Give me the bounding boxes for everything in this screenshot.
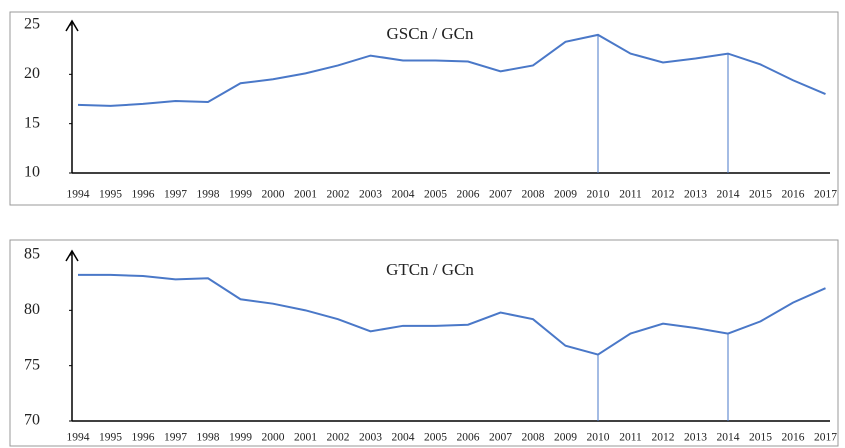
x-tick-label: 2007 bbox=[489, 432, 512, 444]
x-tick-label: 2006 bbox=[457, 189, 480, 201]
x-tick-label: 1999 bbox=[229, 189, 252, 201]
x-tick-label: 1995 bbox=[99, 189, 122, 201]
x-tick-label: 2012 bbox=[652, 432, 675, 444]
y-tick-label: 10 bbox=[24, 164, 40, 181]
x-tick-label: 2007 bbox=[489, 189, 512, 201]
x-tick-label: 2005 bbox=[424, 432, 447, 444]
chart-title: GSCn / GCn bbox=[387, 24, 474, 43]
x-tick-label: 1996 bbox=[132, 189, 155, 201]
x-tick-label: 2003 bbox=[359, 432, 382, 444]
x-tick-label: 2008 bbox=[522, 432, 545, 444]
y-tick-label: 25 bbox=[24, 16, 40, 33]
data-line bbox=[77, 33, 826, 107]
x-tick-label: 2011 bbox=[619, 432, 642, 444]
x-tick-label: 2017 bbox=[814, 432, 837, 444]
x-tick-label: 2010 bbox=[587, 432, 610, 444]
x-tick-label: 1994 bbox=[67, 189, 90, 201]
x-tick-label: 2008 bbox=[522, 189, 545, 201]
x-tick-label: 2000 bbox=[262, 189, 285, 201]
chart-frame bbox=[9, 11, 839, 206]
x-tick-label: 2009 bbox=[554, 432, 577, 444]
chart-frame bbox=[9, 239, 839, 447]
y-axis-arrow bbox=[65, 19, 79, 32]
x-tick-label: 2002 bbox=[327, 432, 350, 444]
x-tick-label: 2004 bbox=[392, 189, 415, 201]
x-tick-label: 2002 bbox=[327, 189, 350, 201]
x-tick-label: 2016 bbox=[782, 189, 805, 201]
x-tick-label: 1995 bbox=[99, 432, 122, 444]
x-tick-label: 2013 bbox=[684, 432, 707, 444]
y-tick-label: 85 bbox=[24, 246, 40, 263]
x-tick-label: 2016 bbox=[782, 432, 805, 444]
x-tick-label: 2000 bbox=[262, 432, 285, 444]
x-tick-label: 1999 bbox=[229, 432, 252, 444]
y-tick-label: 80 bbox=[24, 301, 40, 318]
x-tick-label: 2015 bbox=[749, 189, 772, 201]
x-tick-label: 2015 bbox=[749, 432, 772, 444]
x-tick-label: 1998 bbox=[197, 189, 220, 201]
x-tick-label: 2012 bbox=[652, 189, 675, 201]
y-tick-label: 70 bbox=[24, 412, 40, 429]
chart-title: GTCn / GCn bbox=[386, 260, 474, 279]
x-tick-label: 1997 bbox=[164, 432, 187, 444]
x-tick-label: 2001 bbox=[294, 432, 317, 444]
x-tick-label: 2011 bbox=[619, 189, 642, 201]
x-tick-label: 2010 bbox=[587, 189, 610, 201]
x-tick-label: 2005 bbox=[424, 189, 447, 201]
x-tick-label: 2004 bbox=[392, 432, 415, 444]
x-tick-label: 1997 bbox=[164, 189, 187, 201]
x-tick-label: 2001 bbox=[294, 189, 317, 201]
x-tick-label: 2013 bbox=[684, 189, 707, 201]
x-tick-label: 2014 bbox=[717, 432, 740, 444]
x-tick-label: 2006 bbox=[457, 432, 480, 444]
x-tick-label: 2003 bbox=[359, 189, 382, 201]
y-tick-label: 75 bbox=[24, 356, 40, 373]
x-tick-label: 1998 bbox=[197, 432, 220, 444]
x-tick-label: 2017 bbox=[814, 189, 837, 201]
x-tick-label: 1994 bbox=[67, 432, 90, 444]
x-tick-label: 2014 bbox=[717, 189, 740, 201]
y-tick-label: 15 bbox=[24, 114, 40, 131]
y-axis-arrow bbox=[65, 249, 79, 262]
x-tick-label: 1996 bbox=[132, 432, 155, 444]
y-tick-label: 20 bbox=[24, 65, 40, 82]
x-tick-label: 2009 bbox=[554, 189, 577, 201]
data-line bbox=[78, 273, 826, 356]
